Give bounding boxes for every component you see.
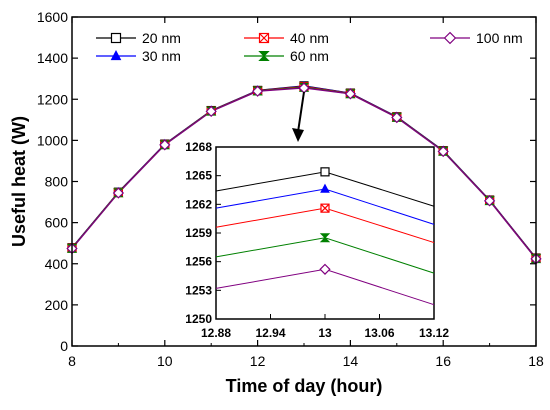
legend-label: 20 nm: [142, 30, 181, 46]
y-tick-label: 200: [45, 297, 69, 313]
x-tick-label: 16: [435, 353, 451, 369]
legend-label: 30 nm: [142, 48, 181, 64]
data-point: [205, 105, 217, 118]
inset-y-tick-label: 1265: [185, 169, 212, 183]
x-tick-label: 8: [68, 353, 76, 369]
data-point: [159, 139, 171, 151]
inset-y-tick-label: 1262: [185, 197, 212, 211]
data-point: [437, 145, 449, 158]
inset-y-tick-label: 1259: [185, 226, 212, 240]
inset-data-point: [319, 263, 331, 275]
zoom-arrow-head: [292, 128, 304, 142]
inset-x-tick-label: 12.88: [201, 326, 231, 340]
inset-data-point: [320, 183, 330, 193]
x-tick-label: 14: [343, 353, 359, 369]
data-point: [483, 195, 496, 207]
inset-y-tick-label: 1250: [185, 312, 212, 326]
legend-marker: [443, 31, 457, 45]
inset-y-tick-label: 1256: [185, 255, 212, 269]
legend-entry: 100 nm: [430, 30, 523, 46]
legend-entry: 40 nm: [244, 30, 329, 46]
y-tick-label: 1400: [37, 50, 68, 66]
inset-data-point: [319, 233, 331, 243]
x-tick-label: 12: [250, 353, 266, 369]
legend-label: 100 nm: [476, 30, 523, 46]
inset-y-tick-label: 1268: [185, 140, 212, 154]
data-point: [251, 85, 264, 97]
y-tick-label: 0: [60, 338, 68, 354]
y-tick-label: 400: [45, 256, 69, 272]
y-tick-label: 1000: [37, 132, 68, 148]
inset-x-tick-label: 12.94: [255, 326, 285, 340]
y-tick-label: 600: [45, 215, 69, 231]
inset-data-point: [320, 167, 330, 177]
x-tick-label: 18: [528, 353, 544, 369]
data-point: [344, 88, 357, 100]
inset-x-tick-label: 13.06: [364, 326, 394, 340]
legend-marker: [258, 51, 270, 61]
x-axis-title: Time of day (hour): [226, 376, 383, 396]
legend-marker: [110, 49, 122, 61]
legend-label: 60 nm: [290, 48, 329, 64]
legend-entry: 30 nm: [96, 48, 181, 64]
legend-label: 40 nm: [290, 30, 329, 46]
data-point: [112, 187, 125, 199]
zoom-arrow-shaft: [297, 91, 305, 133]
inset-y-tick-label: 1253: [185, 283, 212, 297]
inset-data-point: [320, 203, 330, 213]
inset-x-tick-label: 13.12: [419, 326, 449, 340]
x-tick-label: 10: [157, 353, 173, 369]
inset-x-tick-label: 13: [318, 326, 332, 340]
y-axis-title: Useful heat (W): [9, 116, 29, 247]
y-tick-label: 1600: [37, 9, 68, 25]
legend-marker: [258, 32, 270, 44]
legend-entry: 60 nm: [244, 48, 329, 64]
legend-entry: 20 nm: [96, 30, 181, 46]
data-point: [391, 111, 403, 124]
y-tick-label: 1200: [37, 91, 68, 107]
legend-marker: [110, 32, 122, 44]
y-tick-label: 800: [45, 174, 69, 190]
